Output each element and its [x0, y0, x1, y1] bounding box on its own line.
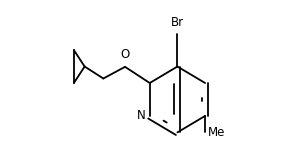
Text: Me: Me — [208, 126, 225, 139]
Text: N: N — [136, 109, 145, 122]
Text: Br: Br — [171, 16, 184, 29]
Text: O: O — [121, 48, 130, 61]
